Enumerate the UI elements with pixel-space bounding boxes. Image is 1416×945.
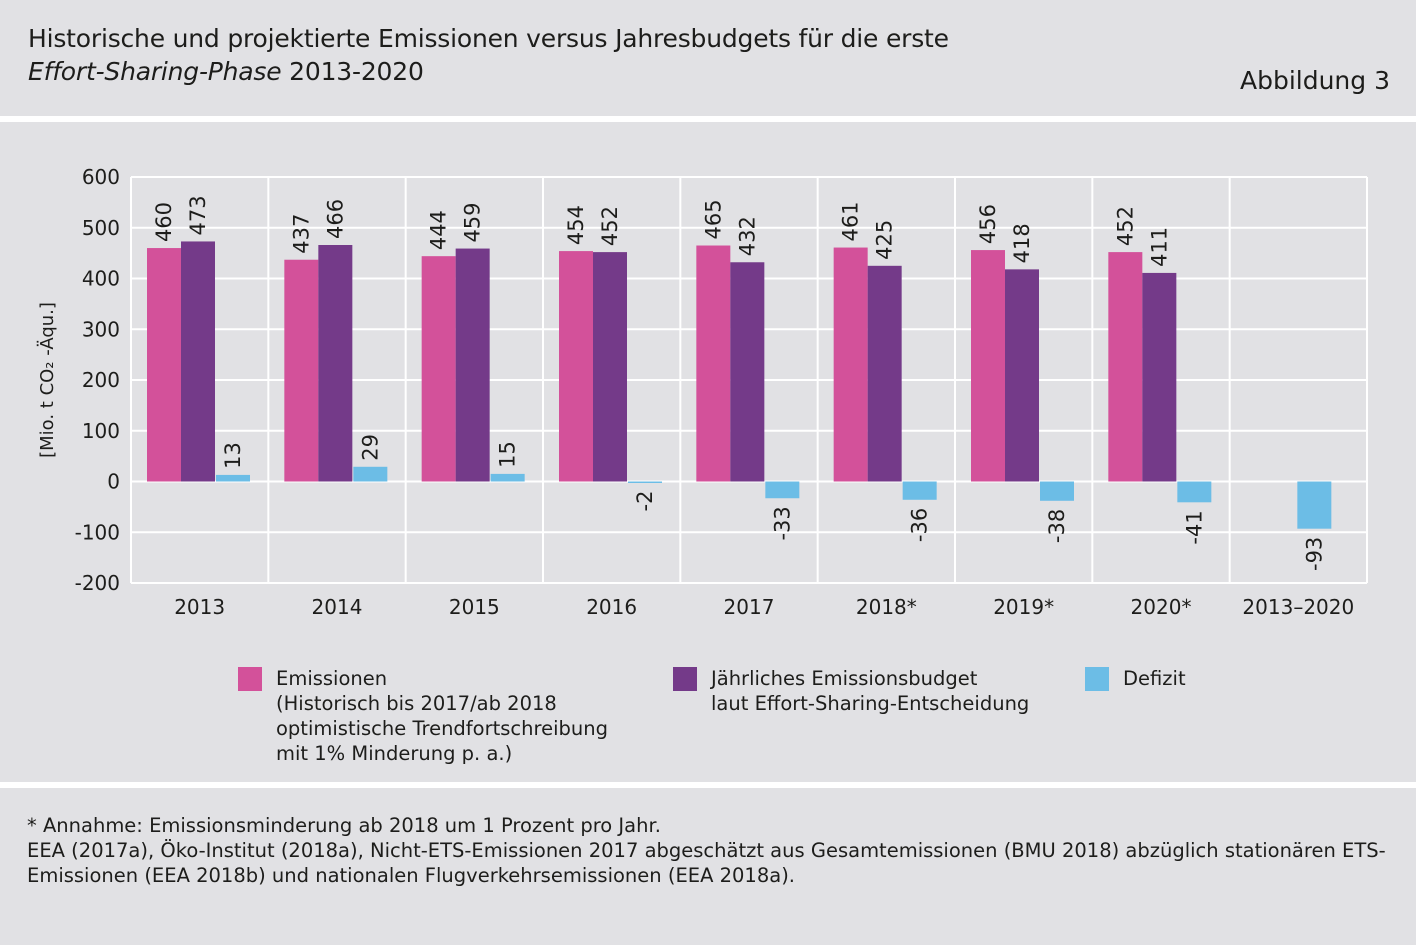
legend-swatch-budget xyxy=(673,667,697,691)
figure-label: Abbildung 3 xyxy=(1239,66,1390,95)
bar-defizit xyxy=(765,481,800,499)
data-label: 418 xyxy=(1010,223,1034,263)
data-label: 437 xyxy=(289,214,313,254)
bar-defizit xyxy=(902,481,937,500)
legend-text-deficit: Defizit xyxy=(1123,666,1186,691)
header: Historische und projektierte Emissionen … xyxy=(0,0,1416,116)
data-label: 432 xyxy=(735,216,759,256)
bar-jährliches-emissionsbudget xyxy=(181,241,215,482)
data-label: 15 xyxy=(496,441,520,468)
bar-defizit xyxy=(353,466,388,482)
y-tick-label: 500 xyxy=(82,216,120,240)
bar-defizit xyxy=(490,473,525,482)
data-label: 411 xyxy=(1147,227,1171,267)
legend-line: optimistische Trendfortschreibung xyxy=(276,717,608,740)
y-tick-label: 300 xyxy=(82,317,120,341)
chart-title-rest: 2013-2020 xyxy=(281,57,424,86)
bar-emissionen xyxy=(559,251,593,482)
bar-chart: 600 500 400 300 200 100 0 -100 -200 [Mio. t CO₂ -… xyxy=(37,165,1368,619)
bar-emissionen xyxy=(147,248,181,482)
bar-jährliches-emissionsbudget xyxy=(318,245,353,482)
legend-swatch-deficit xyxy=(1085,667,1109,691)
data-label: 461 xyxy=(839,201,863,241)
data-label: 456 xyxy=(976,204,1000,244)
data-label: -41 xyxy=(1182,510,1206,544)
legend-line: Defizit xyxy=(1123,667,1186,690)
data-label: 460 xyxy=(152,202,176,242)
data-label: 466 xyxy=(323,199,347,239)
bar-emissionen xyxy=(284,259,319,482)
y-tick-label: 100 xyxy=(82,419,120,443)
legend-line: mit 1% Minderung p. a.) xyxy=(276,742,513,765)
data-label: 465 xyxy=(701,199,725,239)
legend-text-budget: Jährliches Emissionsbudget laut Effort-S… xyxy=(711,666,1029,716)
legend-line: laut Effort-Sharing-Entscheidung xyxy=(711,692,1030,715)
legend-line: (Historisch bis 2017/ab 2018 xyxy=(276,692,557,715)
data-label: 452 xyxy=(598,206,622,246)
chart-title-line-1: Historische und projektierte Emissionen … xyxy=(28,24,949,53)
data-label: 459 xyxy=(461,202,485,242)
x-tick-label: 2016 xyxy=(586,595,637,619)
bar-emissionen xyxy=(421,256,456,482)
y-axis-label: [Mio. t CO₂ -Äqu.] xyxy=(37,302,58,458)
legend-line: Emissionen xyxy=(276,667,388,690)
legend-item-emissions: Emissionen (Historisch bis 2017/ab 2018 … xyxy=(238,666,608,766)
separator xyxy=(0,782,1416,788)
data-label: -33 xyxy=(770,506,794,540)
chart-panel: 600 500 400 300 200 100 0 -100 -200 [Mio. t CO₂ -… xyxy=(0,122,1416,782)
x-tick-label: 2018* xyxy=(856,595,917,619)
bar-defizit xyxy=(628,481,662,483)
data-label: 29 xyxy=(358,434,382,461)
y-tick-label: 400 xyxy=(82,267,120,291)
x-tick-label: 2015 xyxy=(449,595,500,619)
bar-emissionen xyxy=(1108,252,1143,482)
separator xyxy=(0,116,1416,122)
y-tick-label: 600 xyxy=(82,165,120,189)
source-line-2: Emissionen (EEA 2018b) und nationalen Fl… xyxy=(27,864,796,887)
bar-defizit xyxy=(1297,481,1332,529)
bar-emissionen xyxy=(833,247,868,482)
footer: * Annahme: Emissionsminderung ab 2018 um… xyxy=(0,788,1416,945)
bar-jährliches-emissionsbudget xyxy=(1005,269,1039,482)
x-tick-label: 2019* xyxy=(993,595,1054,619)
y-tick-label: 200 xyxy=(82,368,120,392)
bar-defizit xyxy=(1177,481,1212,503)
bar-jährliches-emissionsbudget xyxy=(593,252,627,482)
data-label: 454 xyxy=(564,205,588,245)
legend-item-deficit: Defizit xyxy=(1085,666,1186,691)
x-tick-label: 2013 xyxy=(174,595,225,619)
y-tick-label: -200 xyxy=(75,571,120,595)
x-tick-label: 2020* xyxy=(1131,595,1192,619)
y-tick-label: 0 xyxy=(107,470,120,494)
bar-emissionen xyxy=(971,250,1005,482)
chart-title-line-2: Effort-Sharing-Phase 2013-2020 xyxy=(28,57,424,86)
footnote-assumption: * Annahme: Emissionsminderung ab 2018 um… xyxy=(27,814,661,837)
chart-title-italic: Effort-Sharing-Phase xyxy=(28,57,282,86)
bar-emissionen xyxy=(696,245,731,482)
data-label: 13 xyxy=(221,442,245,469)
data-label: 473 xyxy=(186,195,210,235)
x-tick-label: 2013–2020 xyxy=(1242,595,1354,619)
source-line-1: EEA (2017a), Öko-Institut (2018a), Nicht… xyxy=(27,839,1386,862)
data-label: -2 xyxy=(633,491,657,512)
data-label: 452 xyxy=(1113,206,1137,246)
y-tick-label: -100 xyxy=(75,520,120,544)
bar-jährliches-emissionsbudget xyxy=(730,262,765,482)
bar-defizit xyxy=(1040,481,1074,501)
x-tick-label: 2014 xyxy=(312,595,363,619)
bar-defizit xyxy=(216,474,250,482)
bar-jährliches-emissionsbudget xyxy=(867,265,902,482)
x-tick-label: 2017 xyxy=(724,595,775,619)
bar-jährliches-emissionsbudget xyxy=(1142,272,1177,482)
legend-line: Jährliches Emissionsbudget xyxy=(711,667,978,690)
data-label: -38 xyxy=(1045,509,1069,543)
data-label: -93 xyxy=(1302,537,1326,571)
data-label: 425 xyxy=(873,220,897,260)
legend-swatch-emissions xyxy=(238,667,262,691)
bar-jährliches-emissionsbudget xyxy=(455,248,490,482)
legend-item-budget: Jährliches Emissionsbudget laut Effort-S… xyxy=(673,666,1029,716)
legend-text-emissions: Emissionen (Historisch bis 2017/ab 2018 … xyxy=(276,666,608,766)
data-label: -36 xyxy=(908,508,932,542)
data-label: 444 xyxy=(427,210,451,250)
